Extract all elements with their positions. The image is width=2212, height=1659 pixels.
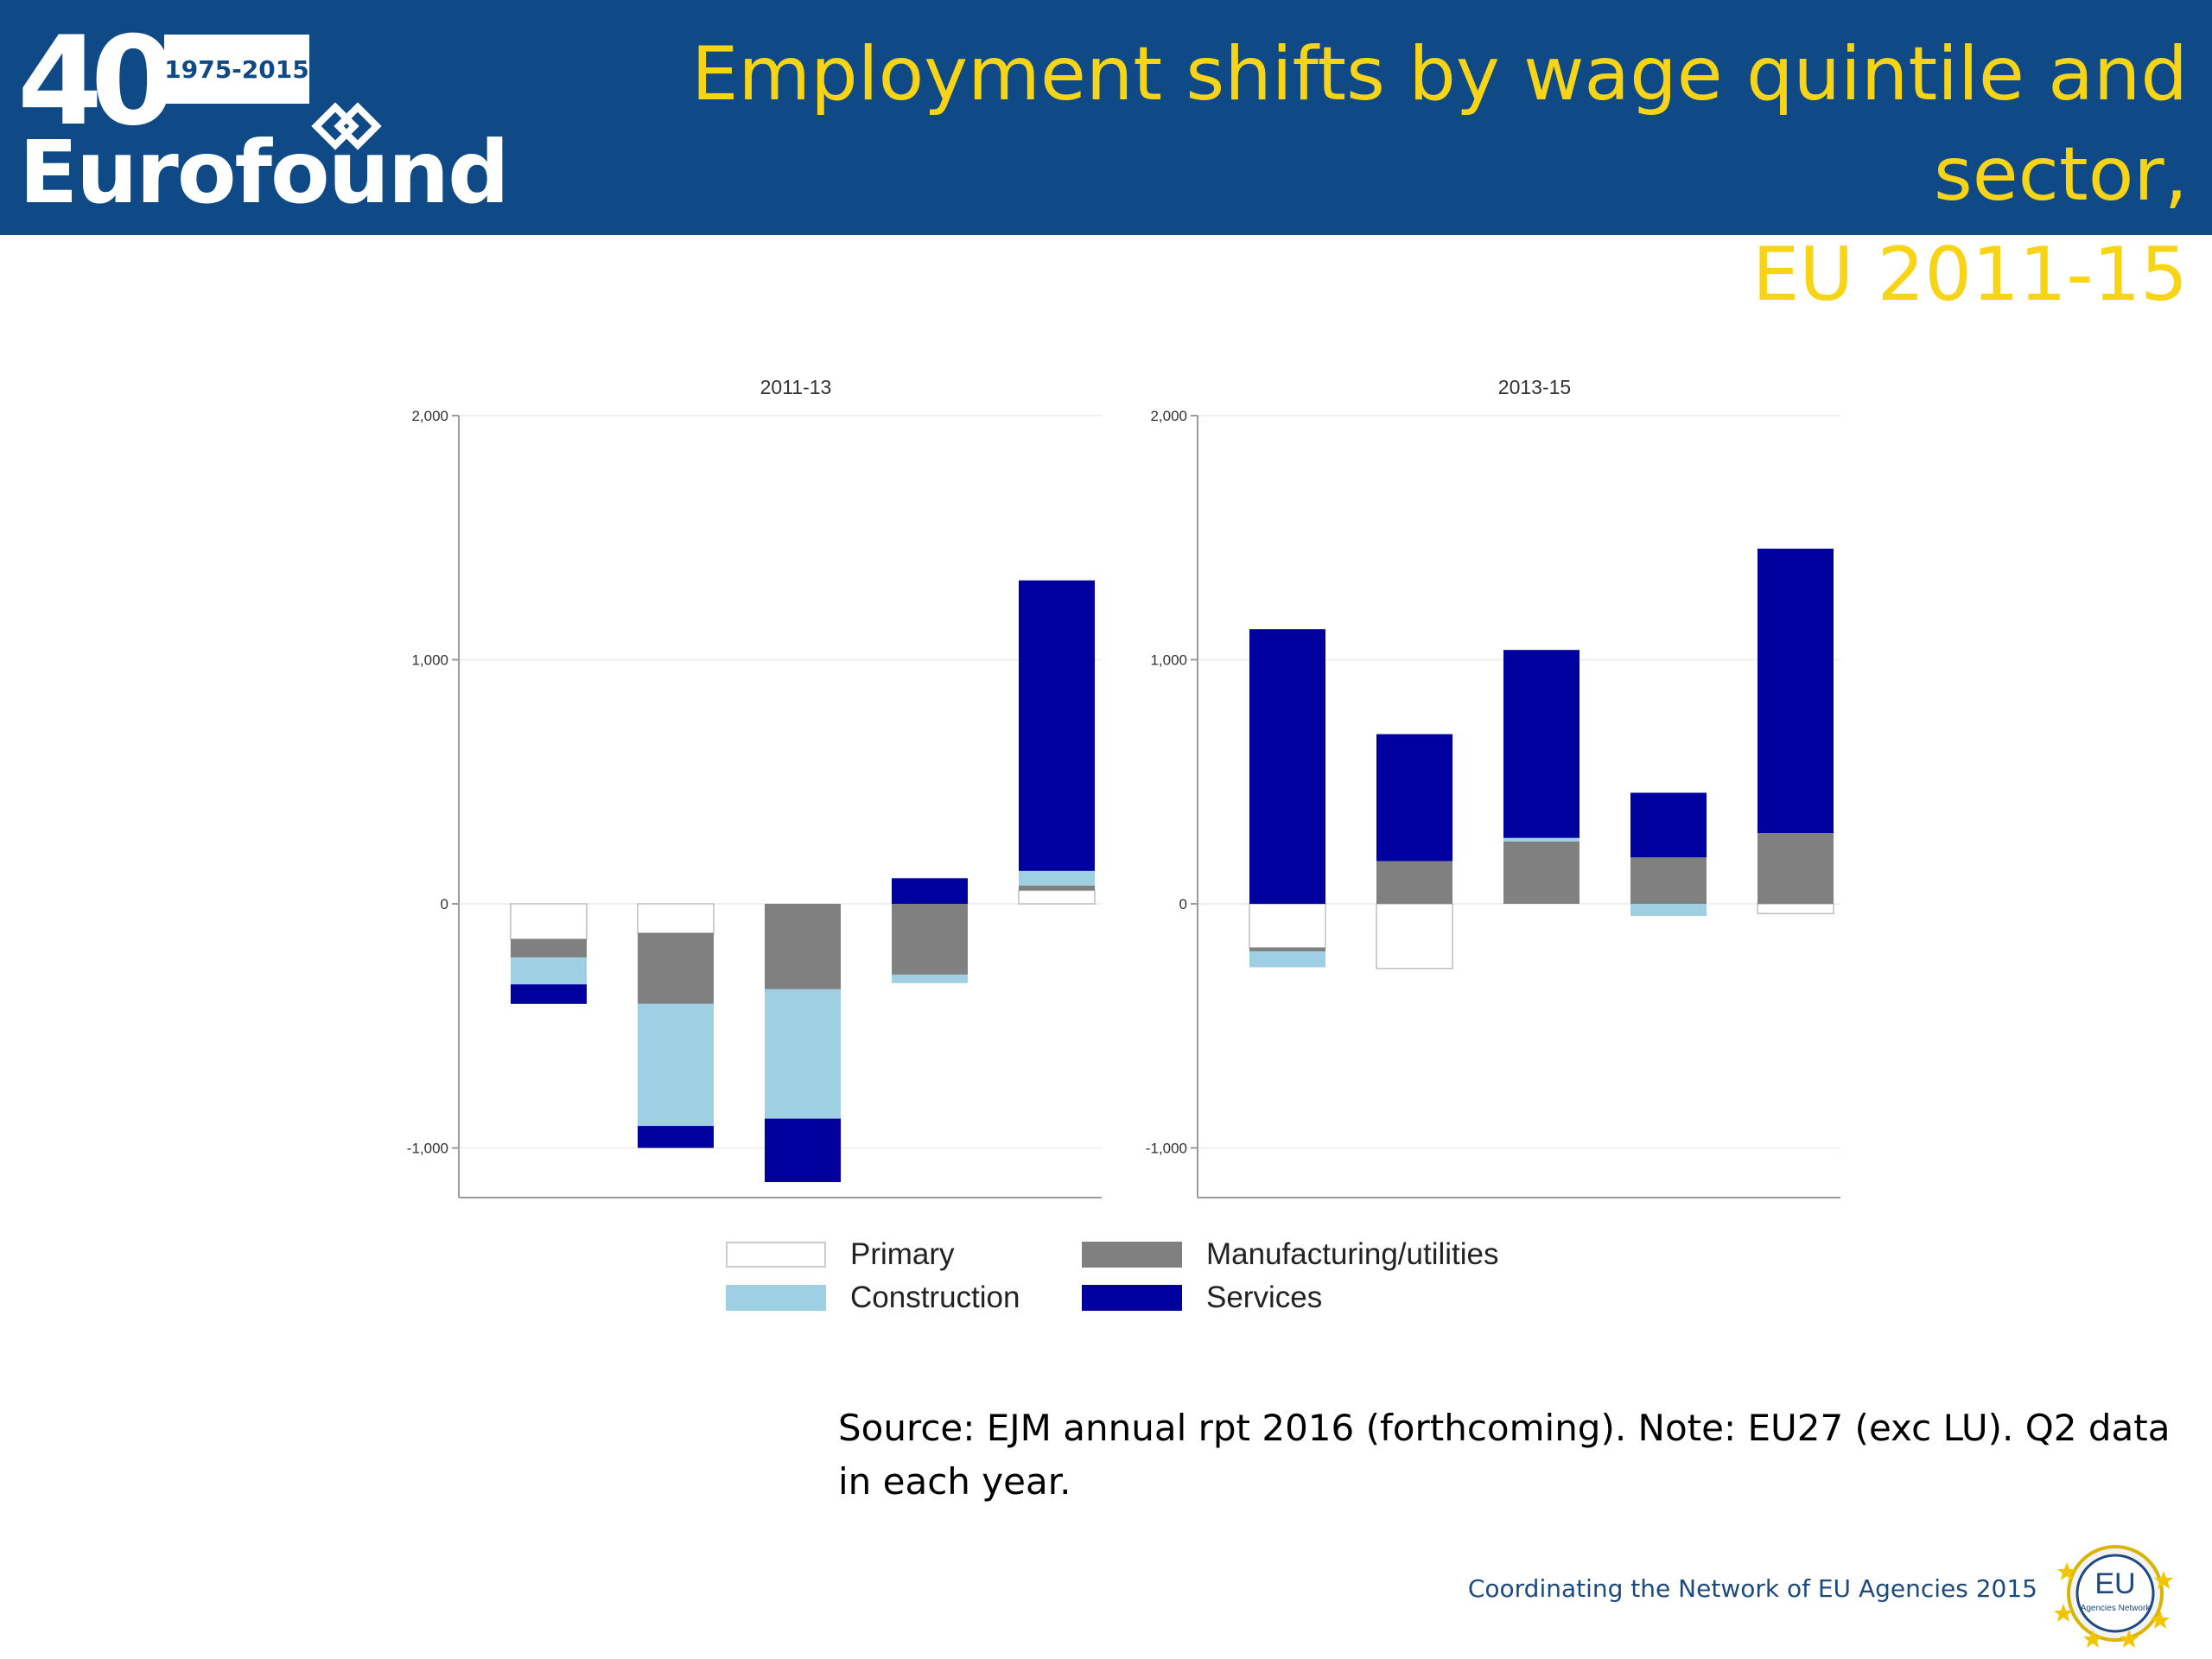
logo-wordmark: Eurofound	[19, 122, 510, 223]
bar-segment-manufacturing-q4	[1630, 857, 1707, 904]
bar-segment-manufacturing-q1	[511, 938, 587, 958]
bar-segment-primary-q1	[510, 903, 588, 940]
legend-swatch-primary	[726, 1242, 826, 1268]
y-tick-label: -1,000	[1146, 1141, 1187, 1157]
y-tick-label: 2,000	[411, 408, 448, 424]
bar-segment-services-q2	[1376, 734, 1452, 861]
eu-badge-label: EU	[2094, 1567, 2135, 1600]
y-tick-label: -1,000	[407, 1141, 448, 1157]
bar-segment-primary-q5	[1757, 903, 1834, 915]
y-tick-label: 2,000	[1150, 408, 1187, 424]
slide-title-line-1: Employment shifts by wage quintile and s…	[691, 31, 2188, 218]
y-tick-label: 1,000	[1150, 652, 1187, 669]
slide-title-line-2: EU 2011-15	[1752, 232, 2188, 318]
y-tick-label: 1,000	[411, 652, 448, 669]
bar-segment-manufacturing-q2	[638, 932, 714, 1004]
bar-segment-primary-q5	[1018, 889, 1096, 905]
bar-segment-manufacturing-q2	[1376, 861, 1452, 904]
eu-agencies-network-badge[interactable]: EU Agencies Network	[2055, 1536, 2176, 1649]
eurofound-logo[interactable]: 40 1975-2015 Eurofound	[17, 10, 510, 219]
legend-swatch-construction	[726, 1285, 826, 1311]
bar-segment-services-q1	[511, 984, 587, 1004]
chart-panel-2: -1,000 0 1,000 2,000 2013-15	[1146, 376, 1840, 1198]
legend-item-services: Services	[1082, 1281, 1322, 1315]
legend-label-services: Services	[1206, 1281, 1323, 1314]
bar-segment-construction-q2	[638, 1003, 714, 1127]
logo-40th-anniversary: 40	[17, 10, 176, 153]
panel-title: 2011-13	[760, 376, 832, 398]
bar-segment-services-q1	[1249, 629, 1325, 904]
bar-segment-services-q2	[638, 1126, 714, 1148]
bar-segment-manufacturing-q5	[1758, 833, 1834, 904]
legend-swatch-manufacturing	[1082, 1242, 1182, 1268]
bar-segment-manufacturing-q1	[1249, 947, 1325, 952]
slide-title: Employment shifts by wage quintile and s…	[460, 24, 2188, 325]
legend-item-primary: Primary	[726, 1237, 955, 1272]
logo-diamond-icon	[311, 102, 382, 150]
bar-segment-manufacturing-q3	[1503, 841, 1580, 904]
legend-label-primary: Primary	[850, 1237, 955, 1271]
panel-title: 2013-15	[1498, 376, 1571, 398]
chart-legend: Primary Manufacturing/utilities Construc…	[726, 1237, 1590, 1324]
footer-tagline: Coordinating the Network of EU Agencies …	[1467, 1574, 2037, 1603]
bar-segment-primary-q1	[1249, 903, 1326, 949]
chart-panel-1: -1,000 0 1,000 2,000 2011-13	[407, 376, 1102, 1198]
bar-segment-services-q5	[1758, 548, 1834, 834]
bar-segment-services-q3	[1503, 650, 1580, 838]
legend-item-manufacturing: Manufacturing/utilities	[1082, 1237, 1499, 1272]
y-tick-label: 0	[1179, 896, 1187, 912]
header-bar: 40 1975-2015 Eurofound Employment shifts…	[0, 0, 2212, 318]
bar-segment-manufacturing-q4	[892, 904, 968, 975]
y-tick-label: 0	[441, 896, 448, 912]
legend-swatch-services	[1082, 1285, 1182, 1311]
bar-segment-services-q4	[892, 878, 968, 904]
bar-segment-manufacturing-q5	[1019, 885, 1095, 891]
legend-label-manufacturing: Manufacturing/utilities	[1206, 1237, 1499, 1271]
bar-segment-construction-q1	[511, 957, 587, 985]
bar-segment-services-q4	[1630, 792, 1707, 858]
bar-segment-primary-q2	[637, 903, 715, 934]
bar-segment-construction-q1	[1249, 951, 1325, 968]
bar-segment-construction-q5	[1019, 870, 1095, 886]
legend-label-construction: Construction	[850, 1281, 1020, 1314]
eu-badge-sublabel: Agencies Network	[2081, 1604, 2152, 1613]
legend-item-construction: Construction	[726, 1281, 1020, 1315]
bar-segment-construction-q4	[1630, 904, 1707, 917]
bar-segment-primary-q2	[1376, 903, 1453, 969]
bar-segment-construction-q3	[1503, 837, 1580, 842]
bar-segment-construction-q4	[892, 974, 968, 983]
bar-segment-services-q5	[1019, 580, 1095, 871]
eu-stars-icon	[2055, 1562, 2173, 1648]
source-note: Source: EJM annual rpt 2016 (forthcoming…	[838, 1407, 2171, 1503]
bar-segment-construction-q3	[765, 988, 841, 1119]
bar-segment-manufacturing-q3	[765, 904, 841, 989]
logo-years-label: 1975-2015	[164, 35, 309, 104]
bar-segment-services-q3	[765, 1118, 841, 1183]
